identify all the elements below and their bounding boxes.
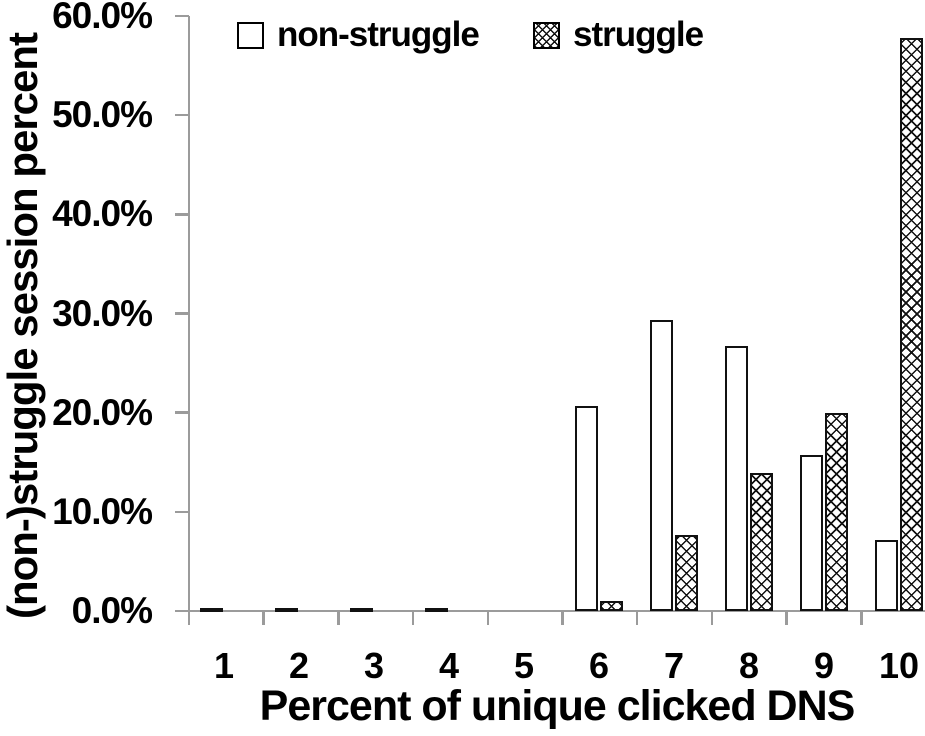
bar-struggle-6 <box>600 601 623 611</box>
bar-non-struggle-4 <box>425 608 448 612</box>
y-tick-label: 40.0% <box>52 193 153 235</box>
y-tick-label: 10.0% <box>52 490 153 532</box>
x-tick-label: 4 <box>438 645 460 686</box>
x-axis-line <box>175 609 925 613</box>
y-tick <box>175 213 189 216</box>
legend-swatch-struggle <box>533 21 560 49</box>
x-axis-title: Percent of unique clicked DNS <box>259 682 856 730</box>
y-tick <box>175 312 189 315</box>
y-tick-label: 60.0% <box>52 0 153 36</box>
legend-item-struggle: struggle <box>533 15 704 54</box>
y-tick-label: 30.0% <box>52 292 153 334</box>
x-tick <box>411 611 415 625</box>
legend-swatch-non-struggle <box>237 21 264 49</box>
y-tick-label: 0.0% <box>71 590 153 631</box>
bar-non-struggle-10 <box>875 539 898 611</box>
y-axis-line <box>187 16 191 625</box>
y-tick <box>175 14 189 18</box>
bar-struggle-9 <box>825 412 848 611</box>
x-tick <box>710 611 714 625</box>
x-tick <box>262 611 265 625</box>
bar-non-struggle-6 <box>575 405 598 611</box>
x-tick-label: 3 <box>363 645 385 686</box>
legend-label-non-struggle: non-struggle <box>277 15 480 54</box>
y-tick <box>175 411 189 414</box>
bar-non-struggle-9 <box>800 455 823 611</box>
x-tick <box>337 611 340 625</box>
bar-struggle-10 <box>900 37 923 611</box>
legend-label-struggle: struggle <box>573 15 704 54</box>
bar-non-struggle-2 <box>275 608 298 612</box>
x-tick-label: 1 <box>213 645 235 686</box>
y-tick-label: 20.0% <box>52 391 153 433</box>
bar-struggle-8 <box>750 473 773 611</box>
y-tick <box>175 113 189 117</box>
x-tick-label: 7 <box>663 645 685 686</box>
y-tick <box>175 510 189 514</box>
x-tick <box>486 611 490 625</box>
x-tick <box>561 611 564 625</box>
x-tick-label: 8 <box>738 645 760 686</box>
x-tick <box>785 611 788 625</box>
y-tick-label: 50.0% <box>52 94 153 136</box>
bar-non-struggle-8 <box>725 346 748 611</box>
x-tick <box>860 611 863 625</box>
legend-item-non-struggle: non-struggle <box>237 15 480 54</box>
x-tick-label: 10 <box>878 645 920 686</box>
x-tick-label: 5 <box>513 645 535 686</box>
bar-non-struggle-7 <box>650 320 673 611</box>
x-tick-label: 2 <box>288 645 310 686</box>
x-tick-label: 9 <box>813 645 835 686</box>
x-tick-label: 6 <box>588 645 610 686</box>
x-tick <box>635 611 639 625</box>
bar-struggle-7 <box>675 534 698 611</box>
y-tick <box>175 609 189 613</box>
bar-non-struggle-3 <box>350 608 373 612</box>
bar-non-struggle-1 <box>200 608 223 612</box>
